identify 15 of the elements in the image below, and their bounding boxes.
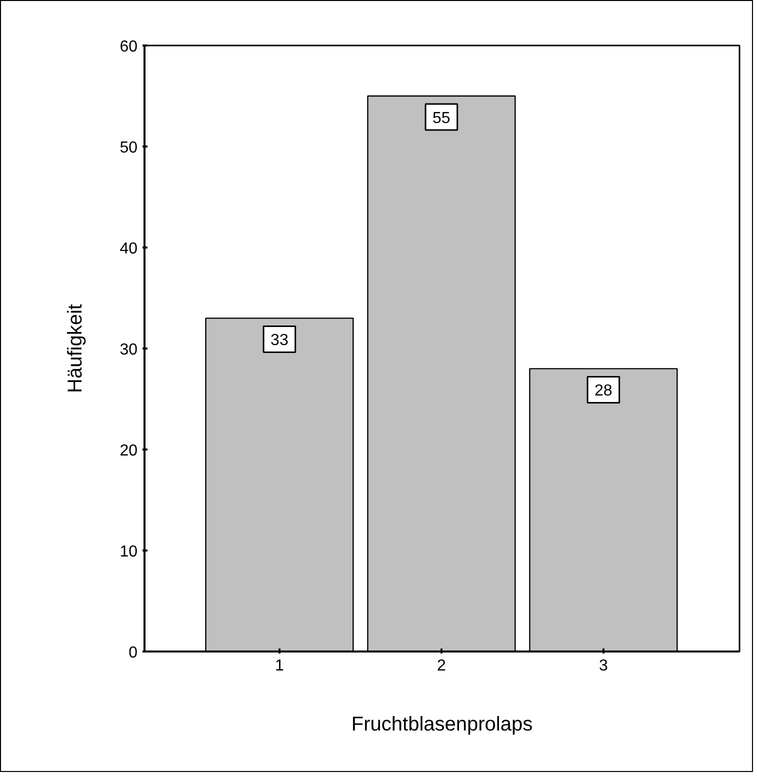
y-tick-label: 0 bbox=[128, 644, 138, 662]
data-label: 55 bbox=[432, 110, 450, 127]
y-tick-label: 20 bbox=[120, 442, 138, 460]
y-tick-label: 50 bbox=[120, 140, 138, 156]
data-label: 28 bbox=[594, 382, 612, 400]
y-tick-label: 10 bbox=[120, 544, 138, 560]
y-tick-label: 60 bbox=[120, 38, 138, 56]
y-tick-label: 30 bbox=[120, 342, 138, 358]
x-axis-title: Fruchtblasenprolaps bbox=[351, 714, 533, 736]
x-tick-label: 3 bbox=[598, 658, 608, 674]
x-tick-label: 1 bbox=[274, 658, 284, 674]
x-tick-label: 2 bbox=[436, 658, 446, 674]
data-label: 33 bbox=[270, 332, 288, 350]
y-tick-label: 40 bbox=[120, 240, 138, 258]
y-axis-title: Häufigkeit bbox=[64, 304, 87, 393]
